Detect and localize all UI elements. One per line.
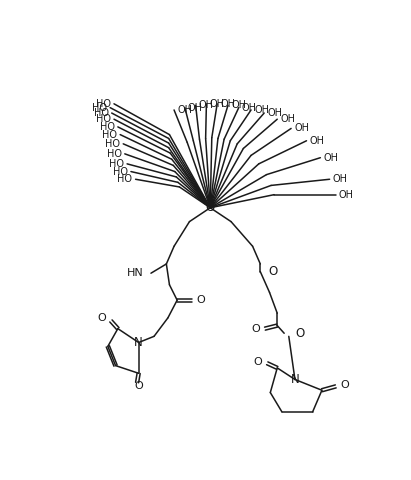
Text: OH: OH <box>210 99 224 109</box>
Text: HO: HO <box>94 108 109 118</box>
Text: HO: HO <box>96 99 111 109</box>
Text: OH: OH <box>220 99 235 109</box>
Text: OH: OH <box>309 136 325 146</box>
Text: OH: OH <box>188 103 203 113</box>
Text: OH: OH <box>280 114 296 124</box>
Text: HO: HO <box>92 103 107 113</box>
Text: OH: OH <box>294 123 309 133</box>
Text: OH: OH <box>231 100 246 110</box>
Text: O: O <box>97 313 106 323</box>
Text: HO: HO <box>118 174 132 184</box>
Text: O: O <box>206 201 215 214</box>
Text: OH: OH <box>332 174 348 184</box>
Text: HO: HO <box>102 130 117 140</box>
Text: HO: HO <box>105 139 120 149</box>
Text: O: O <box>252 324 260 334</box>
Text: OH: OH <box>323 153 338 163</box>
Text: N: N <box>134 336 143 349</box>
Text: HN: HN <box>127 268 143 278</box>
Text: OH: OH <box>267 108 282 118</box>
Text: N: N <box>291 373 299 386</box>
Text: OH: OH <box>199 100 214 110</box>
Text: OH: OH <box>254 105 269 115</box>
Text: O: O <box>134 382 143 391</box>
Text: HO: HO <box>100 122 115 132</box>
Text: HO: HO <box>113 167 128 177</box>
Text: HO: HO <box>107 149 122 159</box>
Text: O: O <box>296 327 305 340</box>
Text: O: O <box>254 357 263 367</box>
Text: HO: HO <box>109 159 124 169</box>
Text: OH: OH <box>339 190 354 200</box>
Text: OH: OH <box>177 105 192 115</box>
Text: OH: OH <box>242 103 257 113</box>
Text: O: O <box>340 380 349 390</box>
Text: O: O <box>196 295 205 305</box>
Text: O: O <box>268 265 277 278</box>
Text: HO: HO <box>96 114 111 124</box>
